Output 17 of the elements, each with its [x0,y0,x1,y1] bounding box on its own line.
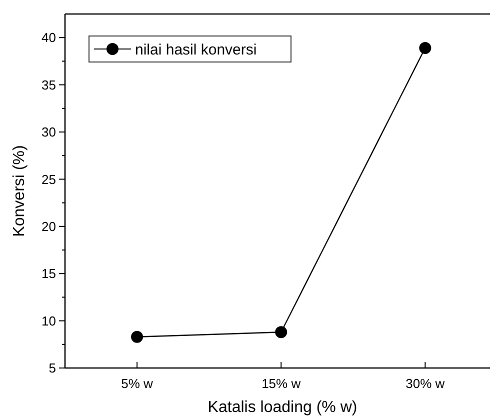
y-tick-label: 30 [42,124,56,140]
point [131,330,144,343]
x-tick-label: 5% w [121,376,154,391]
x-axis-title: Katalis loading (% w) [208,399,358,416]
x-tick-label: 15% w [262,376,302,391]
legend-label: nilai hasil konversi [135,41,257,58]
point [275,326,288,338]
y-tick-label: 40 [42,30,56,46]
y-tick-label: 25 [42,172,56,187]
y-tick-label: 5 [48,360,56,376]
x-tick-label: 30% w [406,376,446,391]
y-tick-label: 10 [42,313,56,328]
y-tick-label: 35 [42,77,56,92]
point [419,42,432,54]
y-tick-label: 15 [42,266,56,282]
y-tick-label: 20 [42,218,56,234]
y-axis-title: Konversi (%) [11,145,28,237]
